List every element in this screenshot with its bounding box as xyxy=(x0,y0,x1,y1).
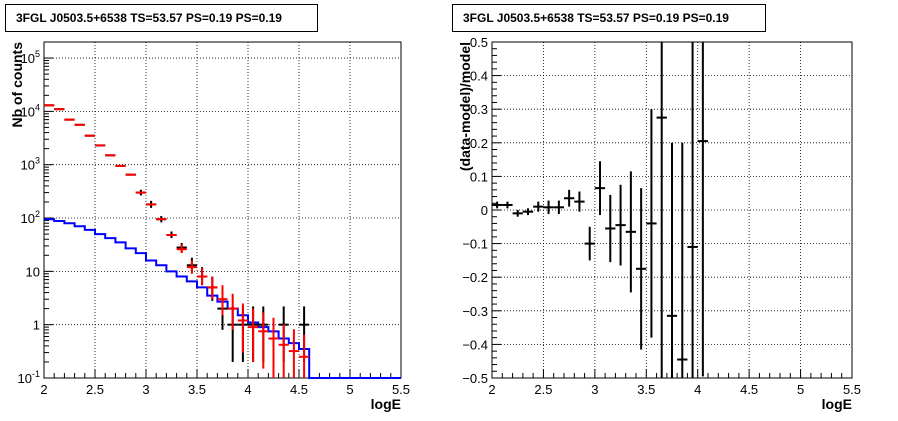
x-axis-title: logE xyxy=(822,396,852,412)
data-point xyxy=(502,201,513,209)
data-point xyxy=(543,200,554,215)
data-point xyxy=(636,188,647,350)
x-tick-label: 2.5 xyxy=(534,382,552,397)
data-point xyxy=(574,191,585,212)
x-tick-label: 2.5 xyxy=(86,382,104,397)
x-tick-label: 4.5 xyxy=(740,382,758,397)
data-point xyxy=(197,268,208,286)
data-point xyxy=(258,312,269,369)
left-plot-title: 3FGL J0503.5+6538 TS=53.57 PS=0.19 PS=0.… xyxy=(5,4,318,32)
data-point xyxy=(278,324,289,378)
y-tick-label: −0.2 xyxy=(462,270,488,285)
right-plot-title: 3FGL J0503.5+6538 TS=53.57 PS=0.19 PS=0.… xyxy=(452,4,766,32)
data-point xyxy=(605,194,616,263)
data-point xyxy=(522,208,534,216)
x-tick-label: 2 xyxy=(488,382,495,397)
y-tick-label: 0 xyxy=(481,203,488,218)
residuals-plot: 2 2.5 3 3.5 4 4.5 5 5.5 −0.5 −0.4 −0.3 −0.2 −0.1 0 0.1… xyxy=(457,35,861,412)
data-point xyxy=(492,201,503,209)
data-point xyxy=(697,42,708,377)
y-tick-label: 0.5 xyxy=(470,35,488,50)
data-point xyxy=(217,285,228,316)
x-tick-label: 4 xyxy=(694,382,701,397)
y-tick-label: 0.4 xyxy=(470,69,488,84)
y-axis-title: (data-model)/model xyxy=(457,42,473,171)
x-tick-label: 2 xyxy=(40,382,47,397)
data-point xyxy=(553,200,564,215)
y-tick-label: 10 xyxy=(26,264,40,279)
data-point xyxy=(207,276,218,300)
x-tick-label: 5.5 xyxy=(392,382,410,397)
y-tick-label: −0.3 xyxy=(462,304,488,319)
data-point xyxy=(677,142,688,378)
y-tick-label: 1 xyxy=(33,318,40,333)
y-tick-label: 102 xyxy=(21,209,40,226)
y-tick-label: −0.4 xyxy=(462,337,488,352)
data-point xyxy=(186,260,197,274)
data-point xyxy=(299,334,310,378)
data-point xyxy=(512,210,523,217)
y-axis-title: Nb of counts xyxy=(9,42,25,128)
y-tick-label: 0.2 xyxy=(470,136,488,151)
data-point xyxy=(237,303,248,353)
data-point xyxy=(615,184,626,266)
x-tick-label: 4 xyxy=(244,382,251,397)
x-tick-label: 3.5 xyxy=(188,382,206,397)
data-point xyxy=(594,161,606,216)
y-tick-label: 104 xyxy=(21,102,40,119)
data-point xyxy=(584,226,595,261)
x-tick-label: 5 xyxy=(346,382,353,397)
x-tick-label: 3.5 xyxy=(637,382,655,397)
data-point xyxy=(564,189,575,207)
data-point xyxy=(666,142,678,378)
x-tick-label: 3 xyxy=(591,382,598,397)
data-point xyxy=(268,317,279,378)
y-tick-label: −0.1 xyxy=(462,237,488,252)
plot-frame xyxy=(43,41,402,379)
y-tick-label: 105 xyxy=(21,49,40,66)
data-point xyxy=(533,201,544,212)
x-tick-label: 4.5 xyxy=(290,382,308,397)
data-point xyxy=(625,171,636,293)
data-point xyxy=(227,293,238,330)
x-axis-title: logE xyxy=(371,396,401,412)
y-tick-label: 0.1 xyxy=(470,169,488,184)
y-tick-label: −0.5 xyxy=(462,371,488,386)
y-tick-label: 103 xyxy=(21,156,40,173)
data-point xyxy=(646,109,657,338)
model-histogram-line xyxy=(44,218,401,379)
data-point xyxy=(176,244,187,254)
data-point xyxy=(288,329,299,378)
data-point xyxy=(248,308,259,362)
y-tick-label: 10-1 xyxy=(18,369,40,386)
data-point xyxy=(687,42,698,378)
x-tick-label: 5.5 xyxy=(843,382,861,397)
counts-plot: 2 2.5 3 3.5 4 4.5 5 5.5 10-1 1 10 102 103 104 105 logE N… xyxy=(9,41,410,412)
data-point xyxy=(656,42,667,378)
y-tick-label: 0.3 xyxy=(470,102,488,117)
x-tick-label: 5 xyxy=(797,382,804,397)
x-tick-label: 3 xyxy=(142,382,149,397)
